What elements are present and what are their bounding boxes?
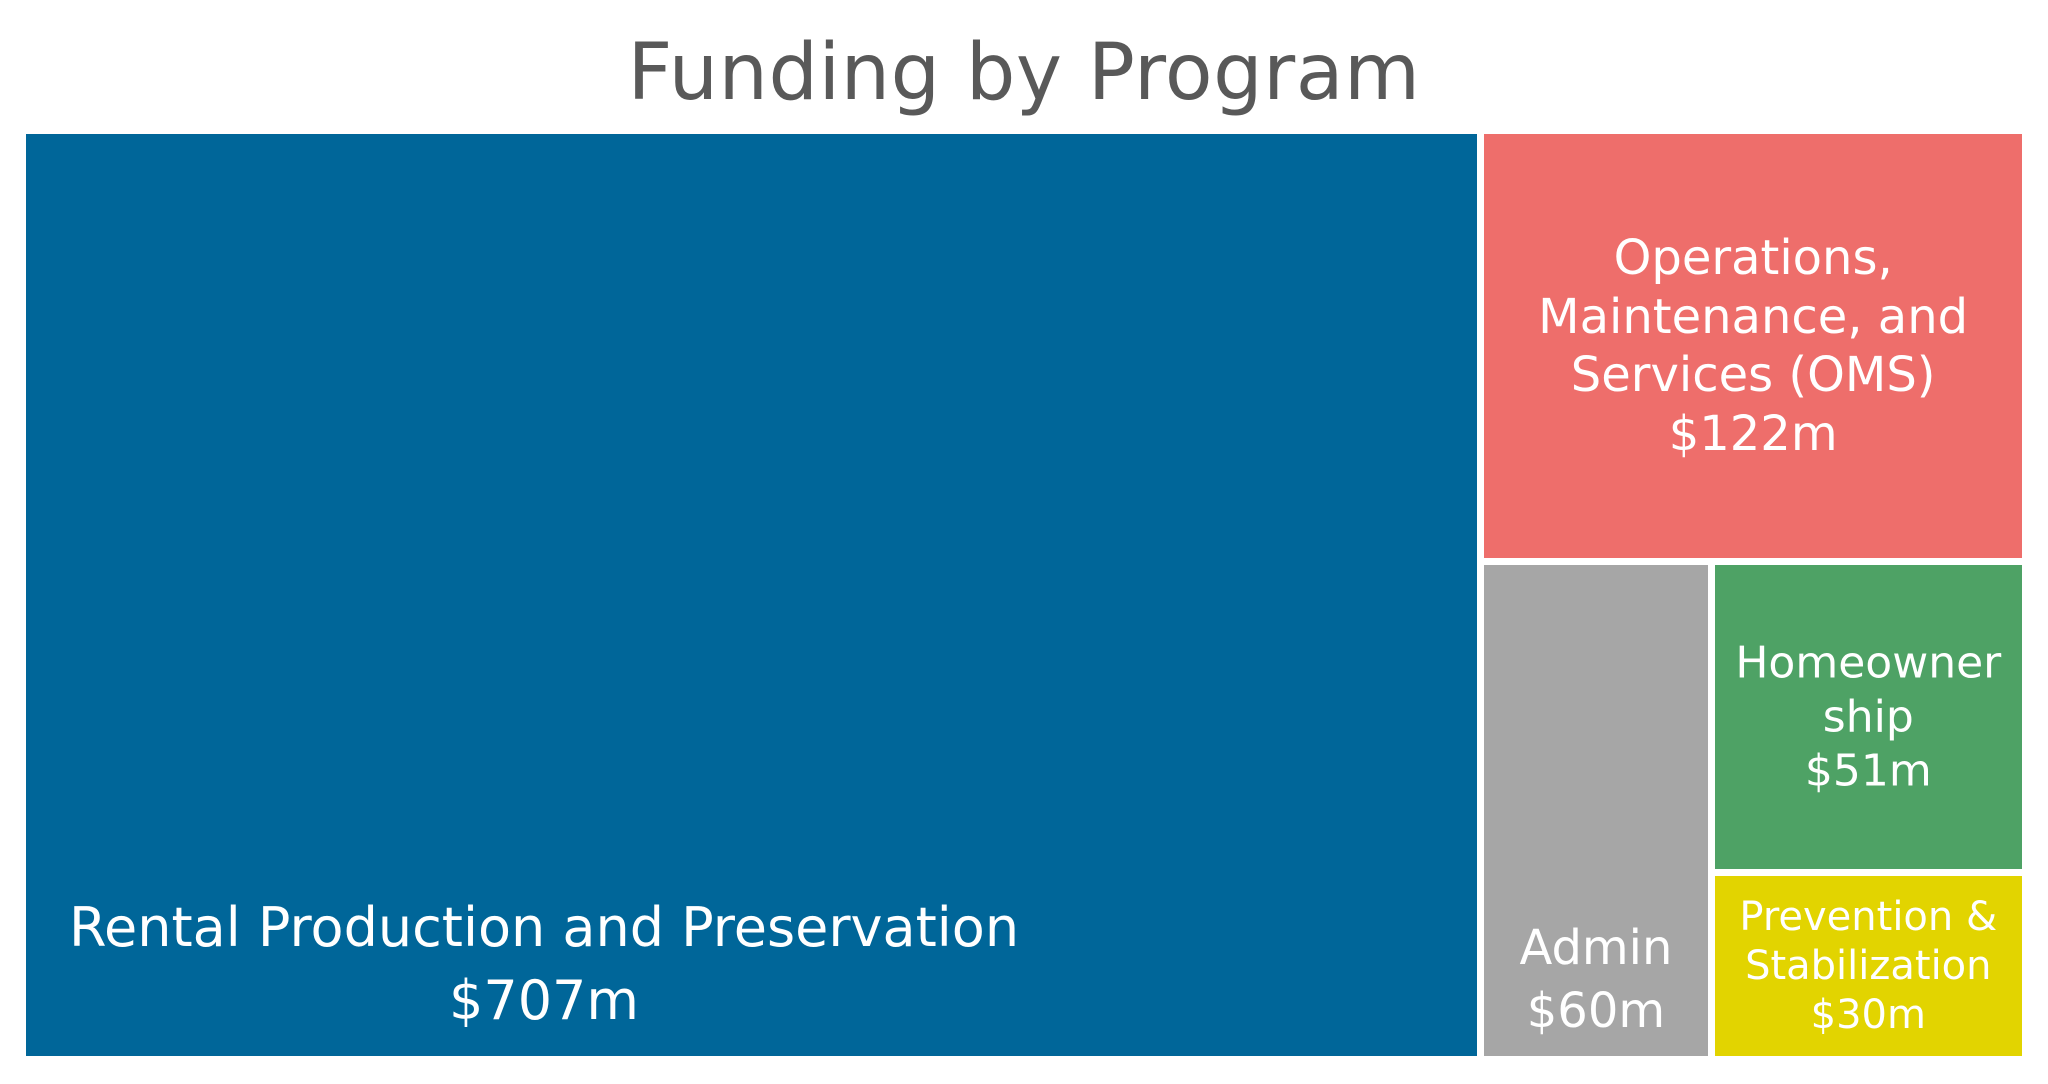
tile-value: $122m xyxy=(1668,405,1838,462)
chart-title: Funding by Program xyxy=(627,28,1421,118)
tile-value: $707m xyxy=(448,969,640,1033)
tile-value: $60m xyxy=(1526,982,1666,1039)
tile-value: $30m xyxy=(1810,991,1926,1038)
tile-label: Admin xyxy=(1519,920,1673,977)
treemap-tile-rental-production: Rental Production and Preservation $707m xyxy=(26,134,1478,1056)
tile-label: Homeowner ship xyxy=(1735,637,2002,743)
treemap-tile-admin: Admin $60m xyxy=(1484,565,1708,1056)
tile-value: $51m xyxy=(1804,745,1932,797)
treemap-tile-homeownership: Homeowner ship $51m xyxy=(1714,565,2022,870)
tile-label: Prevention & Stabilization xyxy=(1739,894,1998,989)
treemap-tile-operations-oms: Operations, Maintenance, and Services (O… xyxy=(1484,134,2022,559)
tile-label: Rental Production and Preservation xyxy=(68,896,1020,960)
tile-label: Operations, Maintenance, and Services (O… xyxy=(1538,230,1969,404)
treemap-tile-prevention-stabilization: Prevention & Stabilization $30m xyxy=(1714,876,2022,1056)
